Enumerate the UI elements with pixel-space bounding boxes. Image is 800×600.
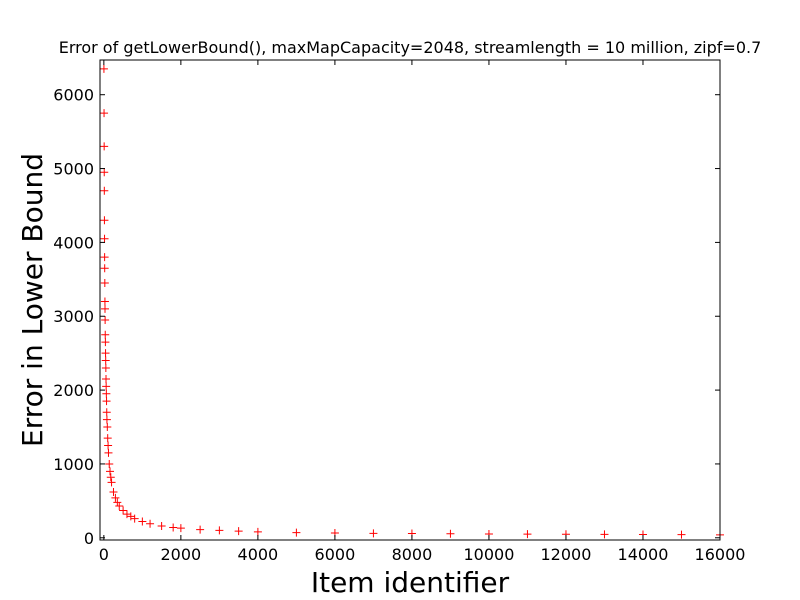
- data-point: [100, 168, 109, 177]
- data-point: [100, 142, 109, 151]
- x-tick-label: 4000: [238, 545, 279, 564]
- data-point: [523, 530, 532, 539]
- x-tick-label: 14000: [618, 545, 669, 564]
- data-point: [100, 253, 109, 262]
- y-tick-label: 6000: [53, 86, 94, 105]
- data-point: [102, 389, 111, 398]
- data-point: [111, 493, 120, 502]
- data-point: [138, 517, 147, 526]
- y-tick-label: 0: [84, 529, 94, 548]
- data-point: [234, 527, 243, 536]
- x-tick-label: 8000: [392, 545, 433, 564]
- data-point: [103, 423, 112, 432]
- data-point: [196, 525, 205, 534]
- y-tick-label: 1000: [53, 455, 94, 474]
- data-point: [106, 467, 115, 476]
- data-point: [105, 459, 114, 468]
- data-point: [100, 279, 109, 288]
- data-point: [102, 408, 111, 417]
- data-point: [101, 315, 110, 324]
- axes-frame: [99, 59, 721, 541]
- data-point: [101, 363, 110, 372]
- data-point: [109, 488, 118, 496]
- data-point: [100, 264, 109, 273]
- data-point: [215, 526, 224, 535]
- x-tick-label: 2000: [161, 545, 202, 564]
- data-point: [600, 530, 609, 539]
- data-point: [146, 519, 155, 528]
- y-axis-label: Error in Lower Bound: [16, 153, 49, 447]
- data-point: [122, 510, 131, 519]
- y-tick-label: 5000: [53, 160, 94, 179]
- data-point: [100, 216, 109, 225]
- x-tick-label: 6000: [315, 545, 356, 564]
- y-tick-label: 3000: [53, 307, 94, 326]
- data-point: [115, 502, 124, 511]
- x-tick-label: 16000: [695, 545, 746, 564]
- data-point: [100, 234, 109, 243]
- data-point: [99, 64, 108, 73]
- data-point: [103, 434, 112, 443]
- data-point: [113, 498, 122, 507]
- data-point: [101, 304, 110, 313]
- data-point: [101, 356, 110, 365]
- data-point: [130, 514, 139, 523]
- data-point: [100, 297, 109, 306]
- data-point: [101, 349, 110, 358]
- data-point: [101, 338, 110, 347]
- data-point: [104, 441, 113, 450]
- data-point: [106, 473, 115, 482]
- data-point: [119, 506, 128, 515]
- x-axis-label: Item identifier: [311, 566, 510, 599]
- data-point: [176, 524, 185, 533]
- y-tick-label: 4000: [53, 233, 94, 252]
- data-point: [677, 530, 686, 539]
- data-point: [102, 375, 111, 384]
- data-point: [292, 528, 301, 537]
- x-tick-label: 12000: [541, 545, 592, 564]
- x-tick-label: 10000: [463, 545, 514, 564]
- data-point: [100, 109, 109, 118]
- data-point: [169, 523, 178, 532]
- data-point: [102, 382, 111, 391]
- data-point: [253, 527, 262, 536]
- data-point: [102, 415, 111, 424]
- data-point: [102, 397, 111, 406]
- data-point: [446, 529, 455, 538]
- data-point: [101, 330, 110, 339]
- y-tick-label: 2000: [53, 381, 94, 400]
- chart-title: Error of getLowerBound(), maxMapCapacity…: [59, 38, 762, 57]
- data-point: [157, 521, 166, 530]
- data-point: [107, 478, 116, 487]
- x-tick-label: 0: [99, 545, 109, 564]
- data-point: [100, 186, 109, 195]
- plot-area: [99, 64, 724, 539]
- data-point: [104, 448, 113, 457]
- data-point: [369, 529, 378, 538]
- data-point: [126, 512, 135, 521]
